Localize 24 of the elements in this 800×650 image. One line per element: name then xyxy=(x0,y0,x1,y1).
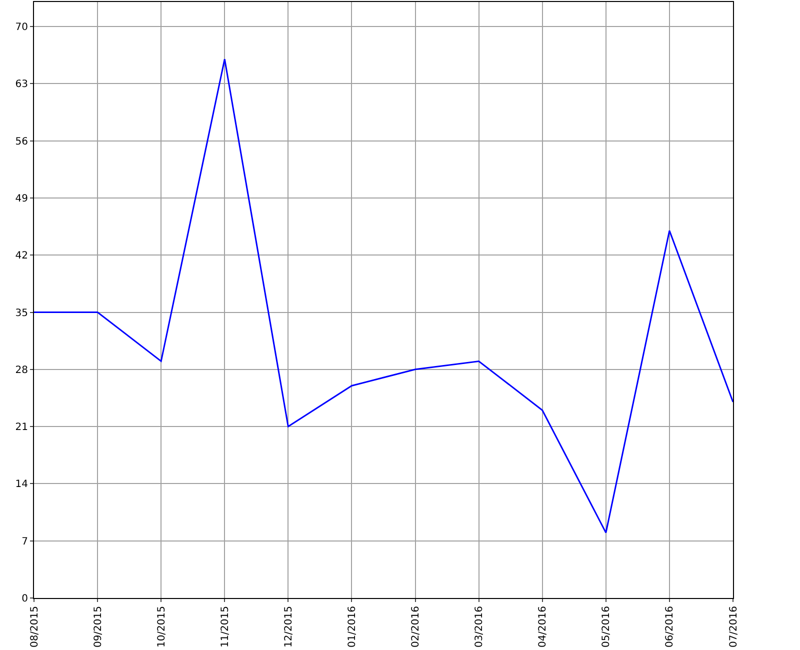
y-tick-label: 63 xyxy=(15,79,28,90)
x-tick-label: 11/2015 xyxy=(220,606,231,648)
y-tick-label: 35 xyxy=(15,308,28,319)
y-tick-label: 21 xyxy=(15,422,28,434)
y-tick-label: 14 xyxy=(15,479,28,490)
y-tick-label: 42 xyxy=(15,250,28,262)
y-tick-label: 49 xyxy=(15,193,28,204)
x-tick-label: 07/2016 xyxy=(728,606,740,648)
y-tick-label: 70 xyxy=(15,22,28,33)
x-tick-label: 06/2016 xyxy=(664,606,676,648)
x-tick-label: 02/2016 xyxy=(410,606,422,648)
y-tick-label: 56 xyxy=(15,136,28,148)
y-tick-label: 0 xyxy=(22,594,28,604)
x-tick-label: 04/2016 xyxy=(538,606,549,648)
x-tick-label: 12/2015 xyxy=(283,606,294,648)
y-tick-label: 28 xyxy=(15,364,28,376)
x-tick-label: 08/2015 xyxy=(29,606,40,648)
y-tick-label: 7 xyxy=(22,536,28,548)
x-tick-label: 03/2016 xyxy=(474,606,486,648)
x-tick-label: 09/2015 xyxy=(92,606,104,648)
x-tick-label: 10/2015 xyxy=(156,606,168,648)
x-tick-label: 01/2016 xyxy=(346,606,358,648)
line-series xyxy=(34,58,733,534)
x-tick-label: 05/2016 xyxy=(601,606,612,648)
